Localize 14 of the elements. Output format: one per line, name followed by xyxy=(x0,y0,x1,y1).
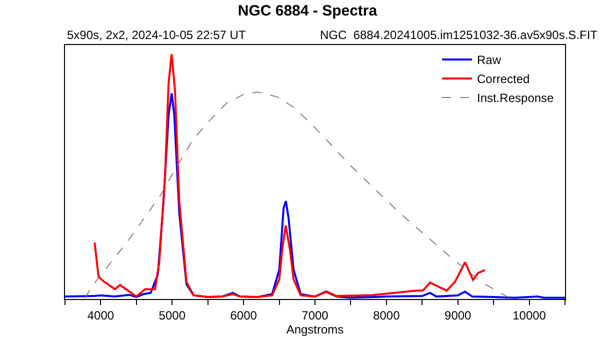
x-axis-title: Angstroms xyxy=(286,322,344,336)
x-tick-label: 6000 xyxy=(230,308,258,322)
chart-title: NGC 6884 - Spectra xyxy=(238,2,378,20)
text: NGC 6884.20241005.im1251032-36.av5x90s.S.FIT xyxy=(320,28,598,42)
x-tick-label: 5000 xyxy=(158,308,186,322)
legend-label: Raw xyxy=(477,53,502,68)
legend-label: Inst.Response xyxy=(477,91,554,106)
x-tick-label: 10000 xyxy=(512,308,546,322)
chart-subtitle: 5x90s, 2x2, 2024-10-05 22:57 UT xyxy=(67,28,246,42)
x-tick-label: 7000 xyxy=(302,308,329,322)
x-tick-label: 8000 xyxy=(373,308,400,322)
x-tick-label: 9000 xyxy=(444,308,472,322)
legend-label: Corrected xyxy=(477,72,530,86)
x-tick-label: 4000 xyxy=(87,308,114,322)
